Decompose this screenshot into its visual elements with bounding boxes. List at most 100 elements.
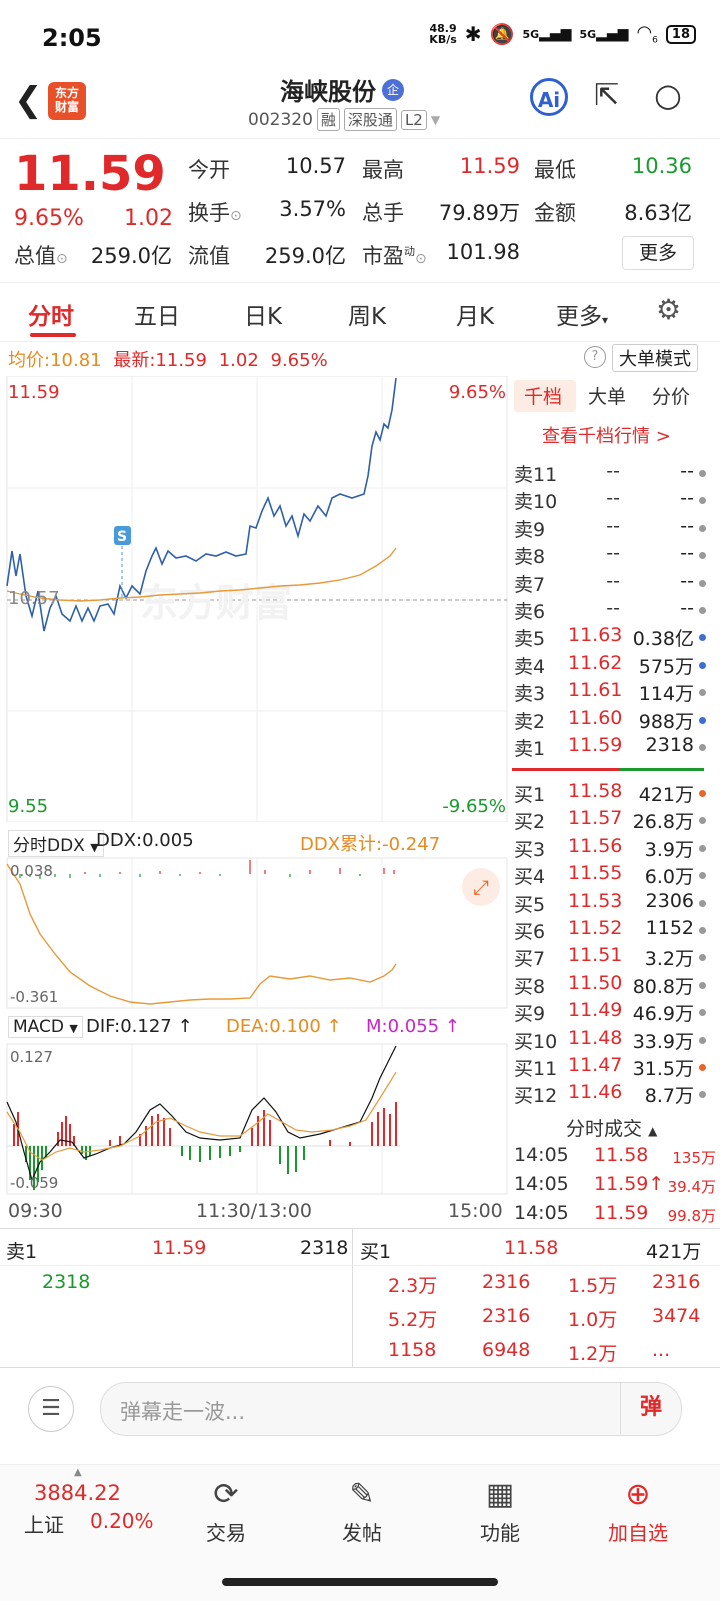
share-icon[interactable]: ⇱ (594, 78, 620, 113)
time-axis-end: 15:00 (448, 1200, 503, 1222)
signal-icon: 5G▂▄▆ (522, 26, 572, 42)
index-name[interactable]: 上证 (24, 1513, 64, 1537)
row-volume: 33.9万 (632, 1030, 694, 1053)
dot-icon (699, 872, 706, 880)
tab-more[interactable]: 更多▾ (556, 304, 609, 330)
buy-row[interactable]: 买8 11.50 80.8万 (512, 972, 708, 999)
help-icon[interactable]: ? (584, 346, 606, 368)
tag-connect: 深股通 (343, 108, 397, 131)
nav-add-watchlist[interactable]: ⊕ 加自选 (588, 1477, 688, 1546)
index-value[interactable]: 3884.22 (34, 1481, 121, 1505)
tab-price-dist[interactable]: 分价 (652, 386, 691, 408)
trade-price: 11.59↑ (594, 1173, 665, 1195)
add-circle-icon: ⊕ (625, 1477, 651, 1512)
sell-row[interactable]: 卖6 -- -- (512, 597, 708, 624)
row-label: 卖3 (514, 683, 546, 706)
tab-weekly-k[interactable]: 周K (348, 304, 387, 330)
home-indicator[interactable] (222, 1578, 498, 1586)
row-price: 11.49 (568, 999, 623, 1022)
buy-row[interactable]: 买7 11.51 3.2万 (512, 944, 708, 971)
row-price: -- (606, 460, 620, 482)
order-book: 千档 大单 分价 查看千档行情 > 卖11 -- -- 卖10 -- -- 卖9 -- -- 卖8… (512, 376, 720, 1226)
buy-row[interactable]: 买11 11.47 31.5万 (512, 1054, 708, 1081)
tab-big-orders[interactable]: 大单 (588, 386, 627, 408)
search-icon[interactable]: ○ (654, 76, 682, 114)
buy-row[interactable]: 买12 11.46 8.7万 (512, 1081, 708, 1108)
ddx-bars (19, 860, 395, 879)
open-label: 今开 (188, 158, 230, 182)
chevron-down-icon: ▼ (430, 112, 441, 127)
sell-row[interactable]: 卖7 -- -- (512, 570, 708, 597)
sell-row[interactable]: 卖8 -- -- (512, 542, 708, 569)
buy-row[interactable]: 买9 11.49 46.9万 (512, 999, 708, 1026)
sell-row[interactable]: 卖9 -- -- (512, 515, 708, 542)
note-icon[interactable]: ☰ (28, 1386, 74, 1432)
dot-icon (699, 634, 706, 642)
danmu-send-button[interactable]: 弹 (620, 1382, 681, 1434)
buy-row[interactable]: 买3 11.56 3.9万 (512, 835, 708, 862)
grid-icon: ▦ (485, 1477, 515, 1512)
trade-volume: 39.4万 (667, 1178, 716, 1196)
tab-depth[interactable]: 千档 (524, 386, 563, 408)
bluetooth-icon: ✱ (464, 22, 482, 46)
row-label: 买11 (514, 1058, 558, 1080)
row-price: 11.51 (568, 944, 623, 967)
buy-row[interactable]: 买1 11.58 421万 (512, 780, 708, 807)
ai-assistant-icon[interactable]: Ai (530, 78, 568, 116)
index-up-icon: ▲ (74, 1467, 82, 1478)
row-price: 11.59 (568, 734, 623, 756)
row-volume: 1152 (645, 917, 694, 939)
ddx-indicator-selector[interactable]: 分时DDX ▼ (8, 830, 104, 857)
stock-code-line[interactable]: 002320 融 深股通 L2 ▼ (248, 108, 440, 131)
battery-icon: 18 (665, 24, 696, 44)
trades-title[interactable]: 分时成交 ▲ (566, 1118, 658, 1140)
danmu-input[interactable] (100, 1382, 682, 1436)
level1-queue: 卖1 11.59 2318 买1 11.58 421万 2318 2.3万 231… (0, 1228, 720, 1368)
volume-label: 总手 (362, 201, 404, 225)
row-price: 11.53 (568, 889, 623, 912)
row-price: 11.58 (568, 780, 623, 802)
ddx-chart[interactable]: 分时DDX ▼ DDX:0.005 DDX累计:-0.247 0.038 -0.… (0, 824, 512, 1010)
nav-post[interactable]: ✎ 发帖 (312, 1477, 412, 1546)
index-pct[interactable]: 0.20% (90, 1509, 154, 1533)
macd-indicator-selector[interactable]: MACD ▼ (8, 1016, 83, 1038)
expand-icon[interactable]: ⤢ (462, 868, 500, 906)
buy-row[interactable]: 买10 11.48 33.9万 (512, 1027, 708, 1054)
stock-title[interactable]: 海峡股份 企 (280, 72, 404, 107)
sell-row[interactable]: 卖4 11.62 575万 (512, 652, 708, 679)
sell-row[interactable]: 卖3 11.61 114万 (512, 679, 708, 706)
buy-row[interactable]: 买2 11.57 26.8万 (512, 807, 708, 834)
macd-chart[interactable]: MACD ▼ DIF:0.127 ↑ DEA:0.100 ↑ M:0.055 ↑… (0, 1012, 512, 1196)
wifi-icon: ◠6 (636, 22, 658, 46)
big-order-mode-button[interactable]: 大单模式 (612, 344, 698, 372)
sell-row[interactable]: 卖1 11.59 2318 (512, 734, 708, 761)
buy-queue-item: 5.2万 (388, 1309, 438, 1331)
nav-trade[interactable]: ⟳ 交易 (176, 1477, 276, 1546)
tab-intraday[interactable]: 分时 (28, 304, 74, 330)
view-depth-link[interactable]: 查看千档行情 > (542, 426, 671, 447)
macd-chart-svg (6, 1043, 508, 1195)
ddx-chart-svg (6, 857, 508, 1009)
tag-margin: 融 (316, 108, 340, 131)
tab-daily-k[interactable]: 日K (244, 304, 283, 330)
back-icon[interactable]: ❮ (14, 80, 43, 120)
tab-monthly-k[interactable]: 月K (456, 304, 495, 330)
dot-icon (699, 790, 706, 797)
buy-row[interactable]: 买5 11.53 2306 (512, 890, 708, 917)
intraday-chart[interactable]: 东方财富 S 11.59 10.57 9.55 9.65% -9.65% (0, 375, 512, 823)
buy-row[interactable]: 买6 11.52 1152 (512, 917, 708, 944)
more-quote-button[interactable]: 更多 (622, 236, 694, 270)
buy-row[interactable]: 买4 11.55 6.0万 (512, 862, 708, 889)
l1-buy-label: 买1 (360, 1241, 392, 1263)
sell-row[interactable]: 卖2 11.60 988万 (512, 707, 708, 734)
high-value: 11.59 (459, 154, 520, 178)
sell-row[interactable]: 卖10 -- -- (512, 487, 708, 514)
gear-icon[interactable]: ⚙ (656, 293, 682, 326)
sell-row[interactable]: 卖5 11.63 0.38亿 (512, 624, 708, 651)
time-axis-start: 09:30 (8, 1200, 63, 1222)
nav-functions[interactable]: ▦ 功能 (450, 1477, 550, 1546)
dot-icon (699, 524, 706, 532)
tab-five-day[interactable]: 五日 (134, 304, 180, 330)
sell-row[interactable]: 卖11 -- -- (512, 460, 708, 487)
l1-row-divider (0, 1265, 720, 1266)
